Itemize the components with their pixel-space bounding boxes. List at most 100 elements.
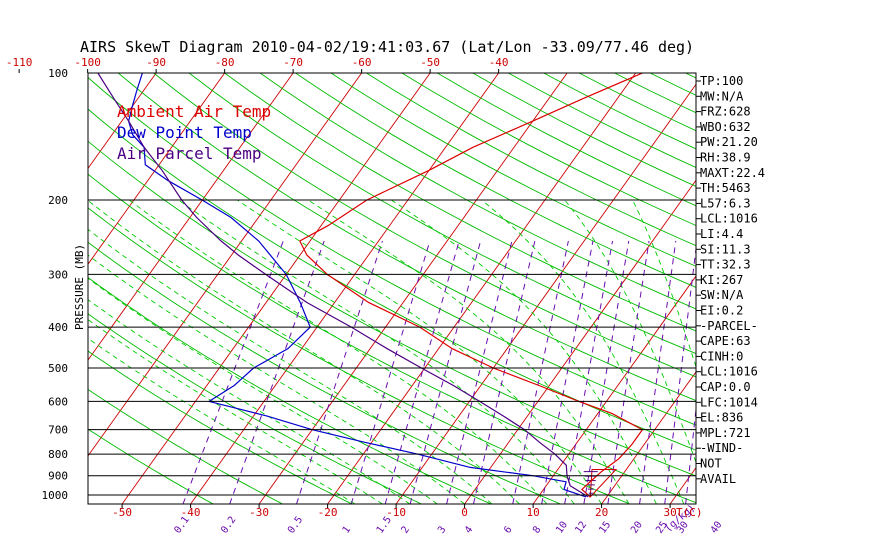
top-tick-label: -40 (489, 56, 509, 69)
mixing-ratio-label: 20 (629, 520, 645, 536)
dry-adiabat-line (88, 207, 630, 504)
index-label: SW:N/A (700, 288, 744, 302)
moist-adiabat-line (178, 199, 575, 504)
x-axis-unit-label: T(C) (676, 506, 703, 519)
mixing-ratio-line (583, 240, 630, 504)
top-tick-label: -80 (215, 56, 235, 69)
bottom-tick-label: 20 (595, 506, 608, 519)
mixing-ratio-line (350, 240, 431, 504)
moist-adiabat-line (307, 199, 630, 504)
pressure-tick-label: 700 (48, 424, 68, 437)
dry-adiabat-line (88, 140, 696, 477)
isotherm-line (88, 73, 363, 457)
pressure-tick-label: 600 (48, 395, 68, 408)
dry-adiabat-line (88, 241, 561, 504)
mixing-ratio-label: 0.5 (286, 515, 305, 536)
moist-adiabat-line (237, 199, 602, 504)
index-label: LI:4.4 (700, 227, 743, 241)
moist-adiabat-line (88, 277, 438, 504)
mixing-ratio-line (409, 240, 482, 504)
dry-adiabat-line (188, 73, 696, 355)
legend-dew-point-temp: Dew Point Temp (117, 123, 252, 142)
index-label: -WIND- (700, 441, 743, 455)
top-temperature-ticks: -120-110-100-90-80-70-60-50-40 (6, 56, 509, 73)
dry-adiabat-line (88, 350, 353, 504)
index-label: CINH:0 (700, 349, 743, 363)
pressure-tick-label: 800 (48, 448, 68, 461)
moist-adiabat-line (88, 199, 520, 504)
mixing-ratio-lines (182, 240, 696, 504)
dry-adiabat-lines (88, 73, 870, 504)
dry-adiabat-line (649, 73, 696, 96)
mixing-ratio-line (296, 240, 383, 504)
isotherm-line (121, 73, 431, 504)
plot-frame (87, 72, 697, 505)
index-label: WBO:632 (700, 120, 751, 134)
index-label: EL:836 (700, 411, 743, 425)
dry-adiabat-line (88, 108, 696, 451)
legend-ambient-air-temp: Ambient Air Temp (117, 102, 271, 121)
dry-adiabat-line (756, 73, 870, 504)
mixing-ratio-line (564, 240, 614, 504)
mixing-ratio-label: 1 (341, 524, 353, 535)
mixing-ratio-line (639, 240, 677, 504)
dry-adiabat-line (88, 428, 214, 504)
bottom-tick-label: -30 (249, 506, 269, 519)
series-line-ambient-air-temp (299, 73, 644, 498)
isotherm-line (88, 73, 226, 265)
index-label: RH:38.9 (700, 151, 751, 165)
isotherm-line (464, 179, 696, 504)
chart-title: AIRS SkewT Diagram 2010-04-02/19:41:03.6… (80, 38, 694, 56)
moist-adiabat-line (88, 299, 411, 504)
mixing-ratio-label: 10 (554, 520, 570, 536)
mixing-ratio-line (541, 240, 594, 504)
mixing-ratio-line (512, 240, 569, 504)
moist-adiabat-line (564, 199, 696, 464)
index-label: TT:32.3 (700, 258, 751, 272)
top-tick-label: -100 (74, 56, 101, 69)
index-label: SI:11.3 (700, 242, 751, 256)
mixing-ratio-line (664, 244, 696, 504)
top-tick-label: -60 (352, 56, 372, 69)
index-label: CAP:0.0 (700, 380, 751, 394)
index-label: PW:21.20 (700, 135, 758, 149)
mixing-ratio-line (446, 240, 513, 504)
bottom-tick-label: 0 (461, 506, 468, 519)
index-label: AVAIL (700, 472, 736, 486)
bottom-tick-label: 30 (663, 506, 676, 519)
bottom-tick-label: -10 (386, 506, 406, 519)
pressure-tick-labels: 100 200 300 400 500 600 700 800 900 1000 (42, 67, 69, 502)
index-label: TP:100 (700, 74, 743, 88)
legend: Ambient Air Temp Dew Point Temp Air Parc… (117, 102, 271, 163)
mixing-ratio-label: 12 (573, 520, 589, 536)
moist-adiabat-line (129, 199, 548, 504)
moist-adiabat-line (481, 199, 685, 504)
isotherm-line (88, 73, 294, 361)
dry-adiabat-line (508, 73, 696, 169)
index-label: LCL:1016 (700, 365, 758, 379)
index-label: MW:N/A (700, 89, 744, 103)
index-label: CAPE:63 (700, 334, 751, 348)
index-label: KI:267 (700, 273, 743, 287)
dry-adiabat-line (224, 73, 696, 332)
mixing-ratio-line (229, 240, 325, 504)
moist-adiabat-line (391, 199, 657, 504)
mixing-ratio-label: 4 (463, 524, 475, 535)
top-tick-label: -50 (420, 56, 440, 69)
isotherm-line (532, 275, 696, 504)
dry-adiabat-line (330, 73, 696, 267)
index-label: MPL:721 (700, 426, 751, 440)
pressure-tick-label: 900 (48, 470, 68, 483)
plot-area (88, 73, 870, 504)
index-label: -PARCEL- (700, 319, 758, 333)
top-tick-label: -70 (283, 56, 303, 69)
isotherm-line (739, 73, 870, 504)
mixing-ratio-label: 15 (597, 520, 613, 536)
top-tick-label: -90 (146, 56, 166, 69)
dry-adiabat-line (792, 73, 870, 504)
pressure-tick-label: 400 (48, 321, 68, 334)
moist-adiabat-line (88, 319, 383, 504)
index-label: NOT (700, 457, 722, 471)
index-label: MAXT:22.4 (700, 166, 765, 180)
